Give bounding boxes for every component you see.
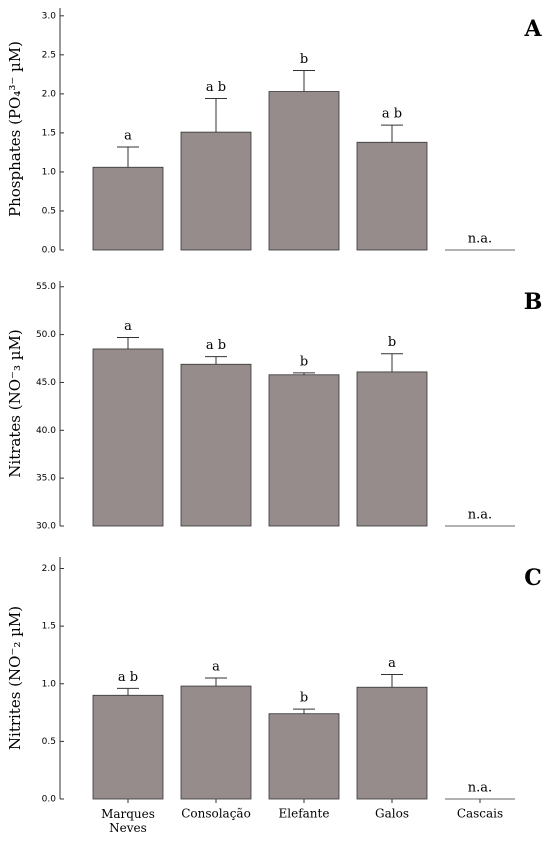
- bar: [180, 363, 252, 527]
- annotation: b: [388, 335, 396, 350]
- y-tick-label: 0.0: [42, 246, 57, 256]
- y-tick-label: 1.5: [42, 128, 56, 138]
- bar: [92, 166, 164, 251]
- bar: [92, 694, 164, 800]
- panel-label: B: [524, 289, 543, 315]
- x-tick-label: Consolação: [181, 807, 251, 821]
- y-tick-label: 0.0: [42, 795, 57, 805]
- y-axis-label: Phosphates (PO₄³⁻ µM): [6, 41, 24, 217]
- bar: [268, 374, 340, 527]
- bar: [180, 131, 252, 251]
- y-axis-label: Nitrates (NO⁻₃ µM): [6, 329, 24, 477]
- annotation: b: [300, 691, 308, 706]
- x-tick-label: Cascais: [457, 807, 503, 821]
- panel-label: A: [523, 16, 542, 42]
- annotation: n.a.: [468, 232, 492, 247]
- annotation: a: [212, 660, 220, 675]
- annotation: b: [300, 52, 308, 67]
- y-tick-label: 1.0: [42, 679, 57, 689]
- y-tick-label: 1.5: [42, 622, 56, 632]
- bar: [180, 685, 252, 800]
- annotation: a b: [118, 670, 138, 685]
- bar: [92, 348, 164, 527]
- y-tick-label: 30.0: [36, 522, 56, 532]
- y-tick-label: 2.5: [42, 50, 56, 60]
- y-tick-label: 1.0: [42, 167, 57, 177]
- bar: [268, 713, 340, 800]
- y-tick-label: 40.0: [36, 426, 56, 436]
- x-tick-label: Elefante: [279, 807, 330, 821]
- bar: [356, 141, 428, 251]
- y-tick-label: 3.0: [42, 11, 57, 21]
- y-tick-label: 35.0: [36, 474, 56, 484]
- annotation: a: [124, 128, 132, 143]
- annotation: a: [388, 656, 396, 671]
- annotation: b: [300, 354, 308, 369]
- y-axis-label: Nitrites (NO⁻₂ µM): [6, 606, 24, 750]
- x-tick-label: Marques Neves: [101, 807, 155, 835]
- y-tick-label: 0.5: [42, 206, 56, 216]
- y-tick-label: 2.0: [42, 564, 57, 574]
- y-tick-label: 2.0: [42, 89, 57, 99]
- y-tick-label: 45.0: [36, 378, 56, 388]
- y-tick-label: 50.0: [36, 330, 56, 340]
- annotation: a b: [206, 80, 226, 95]
- annotation: n.a.: [468, 508, 492, 523]
- bar: [268, 91, 340, 251]
- y-tick-label: 55.0: [36, 282, 56, 292]
- annotation: a b: [382, 107, 402, 122]
- y-tick-label: 0.5: [42, 737, 56, 747]
- panel-label: C: [524, 565, 542, 591]
- annotation: a b: [206, 338, 226, 353]
- bar: [356, 371, 428, 527]
- annotation: n.a.: [468, 781, 492, 796]
- annotation: a: [124, 319, 132, 334]
- bar: [356, 686, 428, 800]
- x-tick-label: Galos: [375, 807, 409, 821]
